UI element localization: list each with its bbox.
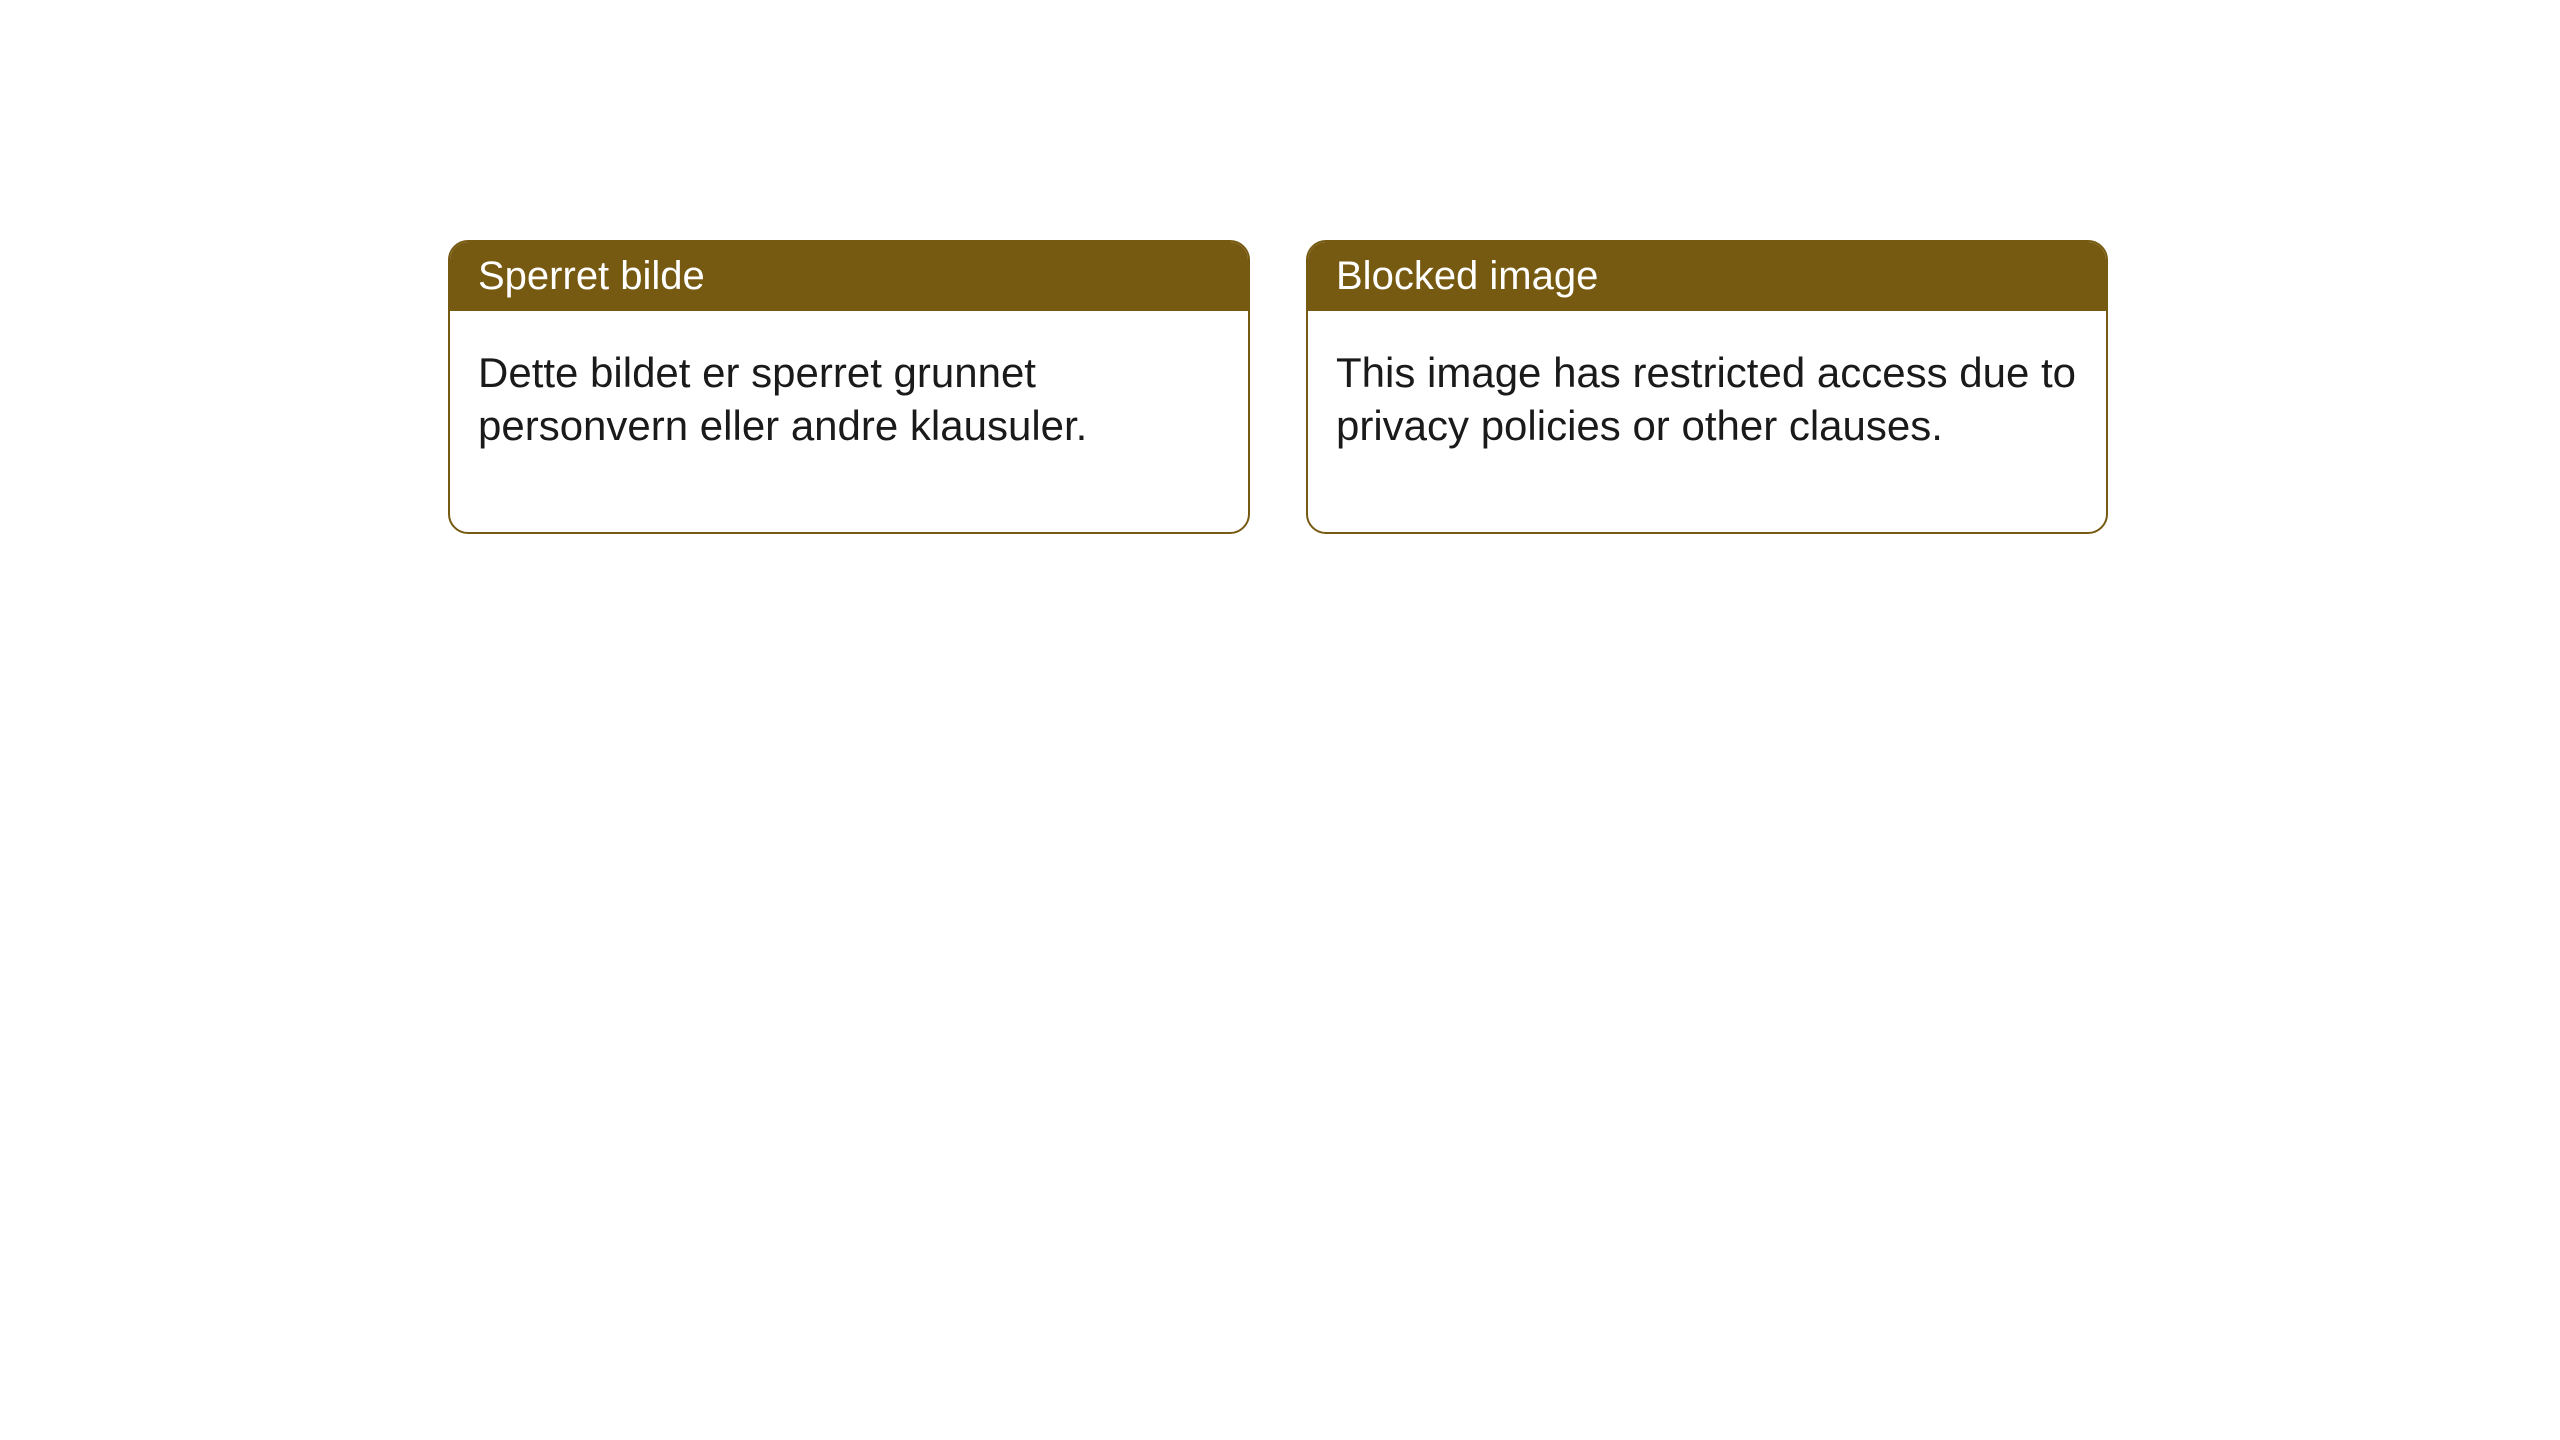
notice-cards-container: Sperret bilde Dette bildet er sperret gr… — [448, 240, 2108, 534]
card-body-text: Dette bildet er sperret grunnet personve… — [478, 349, 1087, 449]
notice-card-norwegian: Sperret bilde Dette bildet er sperret gr… — [448, 240, 1250, 534]
notice-card-english: Blocked image This image has restricted … — [1306, 240, 2108, 534]
card-title: Blocked image — [1336, 254, 1598, 298]
card-body-text: This image has restricted access due to … — [1336, 349, 2076, 449]
card-header: Blocked image — [1308, 242, 2106, 311]
card-header: Sperret bilde — [450, 242, 1248, 311]
card-title: Sperret bilde — [478, 254, 705, 298]
card-body: Dette bildet er sperret grunnet personve… — [450, 311, 1248, 532]
card-body: This image has restricted access due to … — [1308, 311, 2106, 532]
